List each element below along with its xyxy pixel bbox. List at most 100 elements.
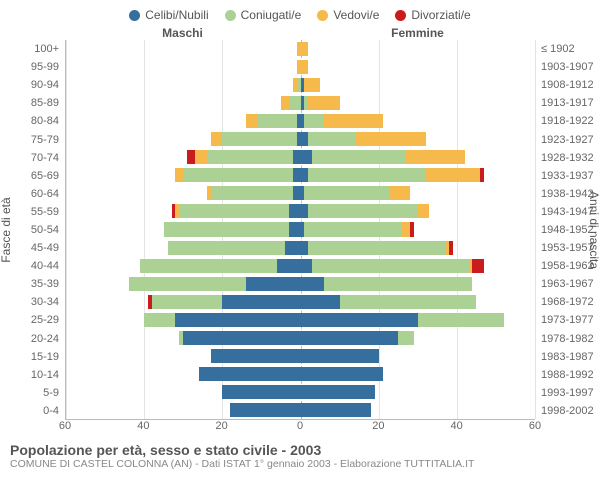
year-label: 1928-1932 xyxy=(535,149,600,167)
legend-label: Divorziati/e xyxy=(411,8,470,22)
bar-segment xyxy=(164,222,289,236)
legend: Celibi/NubiliConiugati/eVedovi/eDivorzia… xyxy=(0,0,600,26)
legend-swatch xyxy=(129,10,140,21)
chart-subtitle: COMUNE DI CASTEL COLONNA (AN) - Dati IST… xyxy=(10,458,590,470)
male-half xyxy=(66,367,301,381)
bar-segment xyxy=(175,313,300,327)
bar-segment xyxy=(301,168,309,182)
male-half xyxy=(66,150,301,164)
x-tick: 20 xyxy=(216,420,228,432)
age-label: 65-69 xyxy=(0,167,65,185)
bar-segment xyxy=(222,295,300,309)
bar-segment xyxy=(258,114,297,128)
female-half xyxy=(301,168,536,182)
age-label: 35-39 xyxy=(0,275,65,293)
female-half xyxy=(301,222,536,236)
bar-segment xyxy=(195,150,207,164)
bar-segment xyxy=(308,96,339,110)
bar-segment xyxy=(211,132,223,146)
bar-segment xyxy=(304,186,390,200)
bar-segment xyxy=(289,96,301,110)
age-label: 30-34 xyxy=(0,293,65,311)
bar-segment xyxy=(402,222,410,236)
bar-segment xyxy=(301,367,383,381)
female-half xyxy=(301,132,536,146)
pyramid-row xyxy=(66,186,535,200)
age-label: 95-99 xyxy=(0,58,65,76)
female-half xyxy=(301,60,536,74)
bar-segment xyxy=(222,385,300,399)
bar-segment xyxy=(293,168,301,182)
bar-segment xyxy=(152,295,222,309)
bar-segment xyxy=(308,241,445,255)
bar-segment xyxy=(301,403,371,417)
year-label: 1998-2002 xyxy=(535,402,600,420)
bar-segment xyxy=(168,241,285,255)
bar-segment xyxy=(301,259,313,273)
female-half xyxy=(301,385,536,399)
male-half xyxy=(66,168,301,182)
bar-segment xyxy=(449,241,453,255)
year-label: 1933-1937 xyxy=(535,167,600,185)
age-label: 85-89 xyxy=(0,94,65,112)
bar-segment xyxy=(289,222,301,236)
chart-title: Popolazione per età, sesso e stato civil… xyxy=(10,442,590,458)
bar-segment xyxy=(301,60,309,74)
female-half xyxy=(301,186,536,200)
bar-segment xyxy=(390,186,410,200)
bar-segment xyxy=(324,114,383,128)
bar-segment xyxy=(340,295,477,309)
bar-segment xyxy=(304,114,324,128)
male-half xyxy=(66,96,301,110)
year-label: 1923-1927 xyxy=(535,130,600,148)
female-half xyxy=(301,259,536,273)
female-half xyxy=(301,96,536,110)
bar-segment xyxy=(324,277,473,291)
legend-label: Celibi/Nubili xyxy=(145,8,208,22)
pyramid-row xyxy=(66,241,535,255)
year-label: 1983-1987 xyxy=(535,348,600,366)
female-half xyxy=(301,114,536,128)
pyramid-row xyxy=(66,132,535,146)
chart-area xyxy=(65,40,535,420)
bar-segment xyxy=(301,313,418,327)
year-label: 1963-1967 xyxy=(535,275,600,293)
bar-segment xyxy=(410,222,414,236)
pyramid-row xyxy=(66,349,535,363)
female-half xyxy=(301,277,536,291)
female-half xyxy=(301,313,536,327)
bar-segment xyxy=(179,204,288,218)
bar-segment xyxy=(355,132,425,146)
x-tick: 0 xyxy=(297,420,303,432)
male-half xyxy=(66,78,301,92)
male-half xyxy=(66,241,301,255)
x-tick: 60 xyxy=(529,420,541,432)
year-label: 1993-1997 xyxy=(535,384,600,402)
legend-item: Celibi/Nubili xyxy=(129,8,208,22)
bar-segment xyxy=(211,186,293,200)
bar-segment xyxy=(480,168,484,182)
bar-segment xyxy=(301,241,309,255)
male-half xyxy=(66,295,301,309)
pyramid-row xyxy=(66,60,535,74)
year-label: 1988-1992 xyxy=(535,366,600,384)
male-half xyxy=(66,114,301,128)
pyramid-row xyxy=(66,168,535,182)
age-label: 25-29 xyxy=(0,311,65,329)
pyramid-row xyxy=(66,222,535,236)
bar-segment xyxy=(308,168,425,182)
bar-segment xyxy=(230,403,300,417)
pyramid-row xyxy=(66,259,535,273)
bar-segment xyxy=(187,150,195,164)
bar-segment xyxy=(246,277,301,291)
year-label: 1908-1912 xyxy=(535,76,600,94)
female-half xyxy=(301,204,536,218)
bar-segment xyxy=(398,331,414,345)
x-tick: 20 xyxy=(372,420,384,432)
pyramid-row xyxy=(66,295,535,309)
bar-segment xyxy=(183,168,292,182)
legend-item: Vedovi/e xyxy=(317,8,379,22)
bar-segment xyxy=(301,204,309,218)
male-half xyxy=(66,222,301,236)
bar-segment xyxy=(211,349,301,363)
